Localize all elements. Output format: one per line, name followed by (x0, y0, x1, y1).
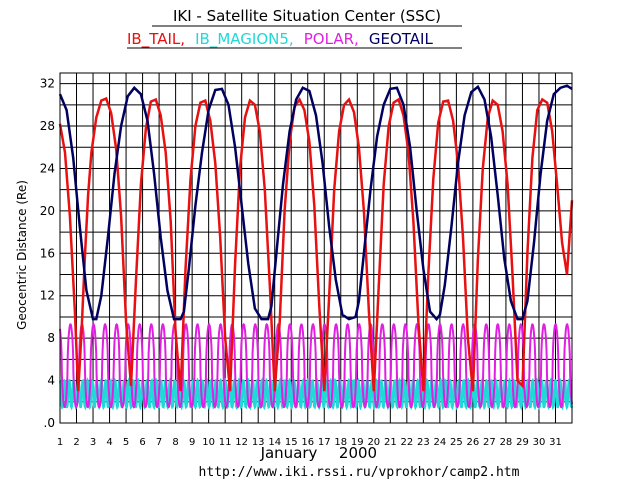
legend-geotail: GEOTAIL (369, 30, 434, 48)
series-layer (58, 84, 574, 411)
chart-legend: IB_TAIL, IB_MAGION5, POLAR, GEOTAIL (127, 29, 433, 49)
x-tick-label: 11 (219, 437, 232, 448)
y-tick-label: 32 (40, 77, 55, 91)
x-tick-labels: 1 2 3 4 5 6 7 8 9 10 11 12 13 14 15 16 17 18 19 20 21 22 23 24 2… (57, 437, 562, 448)
x-tick-label: 20 (367, 437, 380, 448)
x-tick-label: 23 (417, 437, 430, 448)
y-tick-label: 24 (40, 161, 55, 175)
x-tick-label: 18 (334, 437, 347, 448)
x-tick-label: 14 (268, 437, 281, 448)
legend-ib-tail: IB_TAIL, (127, 30, 185, 49)
legend-polar: POLAR, (304, 30, 359, 48)
y-tick-label: 16 (40, 246, 55, 260)
chart-title: IKI - Satellite Situation Center (SSC) (173, 7, 441, 25)
x-tick-label: 22 (400, 437, 413, 448)
x-tick-label: 3 (90, 437, 96, 448)
x-tick-label: 16 (301, 437, 314, 448)
legend-ib-magion5: IB_MAGION5, (195, 30, 294, 49)
x-tick-label: 6 (139, 437, 145, 448)
series-polar-line (59, 322, 573, 409)
y-tick-label: 8 (47, 331, 55, 345)
x-tick-label: 1 (57, 437, 63, 448)
series-ib-tail-line (58, 96, 574, 392)
x-axis-year: 2000 (339, 444, 377, 462)
x-tick-label: 25 (450, 437, 463, 448)
y-tick-label: 12 (40, 289, 55, 303)
x-tick-label: 29 (516, 437, 529, 448)
x-tick-label: 21 (384, 437, 397, 448)
x-tick-label: 30 (533, 437, 546, 448)
x-tick-label: 15 (285, 437, 298, 448)
x-tick-label: 8 (172, 437, 178, 448)
y-tick-labels: .0 4 8 12 16 20 24 28 32 (40, 77, 55, 430)
x-tick-label: 4 (106, 437, 112, 448)
x-tick-label: 26 (467, 437, 480, 448)
y-tick-label: 28 (40, 119, 55, 133)
x-tick-label: 9 (189, 437, 195, 448)
x-tick-label: 19 (351, 437, 364, 448)
x-tick-label: 24 (434, 437, 447, 448)
x-tick-label: 12 (235, 437, 248, 448)
series-geotail-line (58, 84, 573, 322)
plot-frame (59, 72, 573, 424)
x-axis-label: January (260, 444, 318, 462)
x-tick-label: 10 (202, 437, 215, 448)
x-tick-label: 27 (483, 437, 496, 448)
x-tick-label: 13 (252, 437, 265, 448)
x-tick-label: 31 (549, 437, 562, 448)
y-tick-label: 4 (47, 374, 55, 388)
source-url: http://www.iki.rssi.ru/vprokhor/camp2.ht… (199, 465, 520, 480)
x-tick-label: 2 (73, 437, 79, 448)
y-tick-label: 20 (40, 204, 55, 218)
x-tick-label: 17 (318, 437, 331, 448)
y-axis-label: Geocentric Distance (Re) (15, 180, 29, 330)
x-tick-label: 7 (156, 437, 162, 448)
x-tick-label: 28 (500, 437, 513, 448)
x-tick-label: 5 (123, 437, 129, 448)
y-tick-label: .0 (44, 416, 55, 430)
